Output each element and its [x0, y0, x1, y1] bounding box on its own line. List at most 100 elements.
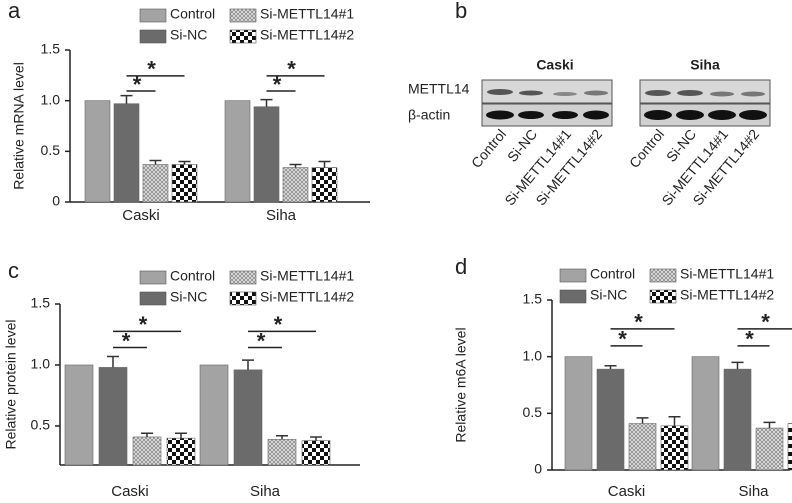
bar — [301, 440, 331, 466]
blot-strip — [481, 103, 613, 127]
legend-label: Si-METTL14#2 — [260, 289, 354, 305]
error-bar — [310, 436, 322, 441]
legend-swatch — [139, 291, 167, 306]
significance-label: * — [122, 328, 131, 353]
y-tick-label: 0 — [534, 461, 542, 477]
legend-swatch — [229, 8, 257, 23]
legend-swatch — [649, 268, 677, 283]
error-bar — [731, 361, 744, 370]
error-bar — [107, 355, 119, 368]
legend-swatch — [229, 291, 257, 306]
significance-label: * — [287, 57, 296, 82]
y-tick-label: 0.5 — [523, 404, 543, 420]
legend-label: Control — [170, 268, 215, 284]
row-label: β-actin — [408, 107, 450, 123]
significance-label: * — [634, 310, 643, 335]
error-bar — [289, 163, 302, 168]
panel-letter: a — [8, 0, 21, 23]
bar — [98, 367, 128, 466]
lane-label: Control — [626, 126, 667, 171]
significance-label: * — [133, 72, 142, 97]
bands — [487, 89, 765, 97]
significance-label: * — [273, 72, 282, 97]
legend-swatch — [139, 29, 167, 44]
legend-swatch — [559, 268, 587, 283]
legend-label: Control — [170, 6, 215, 22]
bar — [253, 106, 280, 203]
x-tick-label: Caski — [111, 483, 149, 500]
blot-strip — [481, 79, 613, 104]
significance-label: * — [761, 310, 770, 335]
bar — [166, 437, 196, 466]
error-bar — [242, 359, 254, 370]
x-tick-label: Caski — [608, 483, 646, 500]
legend-label: Si-METTL14#1 — [260, 268, 354, 284]
bar — [199, 364, 229, 466]
error-bar — [120, 94, 133, 104]
y-axis-label: Relative mRNA level — [11, 62, 27, 190]
y-tick-label: 1.0 — [523, 347, 543, 363]
panel-letter: d — [455, 254, 467, 279]
bar — [224, 100, 251, 203]
bar — [282, 167, 309, 203]
significance-label: * — [745, 327, 754, 352]
bar — [564, 356, 593, 471]
row-label: METTL14 — [408, 81, 470, 97]
y-axis-label: Relative m6A level — [453, 327, 469, 442]
error-bar — [260, 98, 273, 107]
significance-label: * — [257, 328, 266, 353]
legend-label: Si-METTL14#1 — [680, 266, 774, 282]
significance-label: * — [618, 327, 627, 352]
y-tick-label: 1.5 — [523, 291, 543, 307]
y-axis-label: Relative protein level — [3, 320, 19, 450]
y-tick-label: 1.5 — [31, 295, 51, 311]
blot-strip — [639, 103, 771, 127]
bar — [84, 100, 111, 203]
bar — [267, 439, 297, 466]
bar-chart: a Relative mRNA level 0 0.5 1.0 1.5 Control Si-… — [8, 0, 370, 224]
group-label: Siha — [690, 57, 720, 73]
error-bar — [141, 432, 153, 437]
error-bar — [178, 160, 191, 165]
legend-label: Si-NC — [590, 287, 627, 303]
legend-label: Si-METTL14#1 — [260, 6, 354, 22]
significance-label: * — [139, 312, 148, 337]
bar — [142, 164, 169, 203]
panel-letter: c — [8, 258, 19, 283]
bar — [787, 423, 792, 471]
x-tick-label: Caski — [122, 207, 160, 224]
bar — [233, 369, 263, 466]
blot-strip — [639, 79, 771, 104]
error-bar — [636, 417, 649, 424]
legend-swatch — [139, 270, 167, 285]
bar-chart: c Relative protein level 0.5 1.0 1.5 Control S… — [3, 258, 360, 500]
bar — [723, 368, 752, 471]
y-tick-label: 1.5 — [41, 41, 61, 57]
significance-label: * — [274, 312, 283, 337]
bar-chart: d Relative m6A level 0 0.5 1.0 1.5 Control Si-N… — [453, 254, 792, 500]
legend-swatch — [139, 8, 167, 23]
y-tick-label: 0.5 — [31, 417, 51, 433]
bar — [64, 364, 94, 466]
y-tick-label: 1.0 — [31, 356, 51, 372]
western-blot: b Caski Siha METTL14 β-actin — [408, 0, 771, 127]
legend-swatch — [559, 289, 587, 304]
bar — [596, 368, 625, 471]
bar — [171, 164, 198, 203]
bar — [660, 425, 689, 471]
bar — [691, 356, 720, 471]
legend-swatch — [229, 29, 257, 44]
error-bar — [318, 160, 331, 168]
error-bar — [668, 415, 681, 426]
bar — [311, 167, 338, 203]
panel-letter: b — [455, 0, 467, 23]
x-tick-label: Siha — [250, 483, 281, 500]
error-bar — [604, 364, 617, 370]
legend-label: Si-NC — [170, 289, 207, 305]
bands — [486, 110, 767, 120]
x-tick-label: Siha — [738, 483, 769, 500]
legend-swatch — [649, 289, 677, 304]
legend-swatch — [229, 270, 257, 285]
error-bar — [763, 421, 776, 429]
